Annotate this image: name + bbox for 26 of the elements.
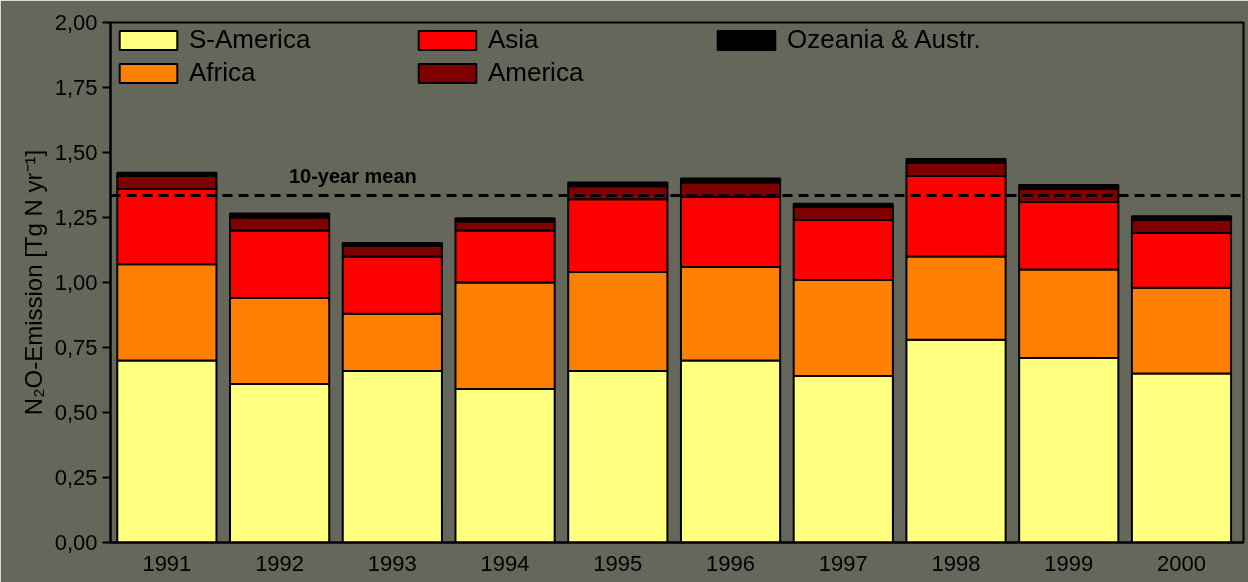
y-tick-label: 0,75 [54, 335, 98, 360]
x-tick-label: 1994 [480, 550, 530, 576]
x-tick-label: 2000 [1157, 550, 1206, 576]
y-tick-label: 0,00 [54, 530, 98, 555]
y-tick-label: 0,25 [54, 465, 98, 490]
y-tick-label: 2,00 [54, 10, 98, 35]
x-tick-label: 1991 [142, 550, 192, 576]
y-tick-label: 1,00 [54, 270, 98, 295]
y-tick-label: 1,75 [54, 75, 98, 100]
x-tick-label: 1995 [593, 550, 643, 576]
x-tick-label: 1996 [706, 550, 756, 576]
x-tick-label: 1997 [818, 550, 868, 576]
legend-label: Africa [189, 57, 257, 88]
y-axis-title: N₂O-Emission [Tg N yr⁻¹] [19, 149, 47, 416]
legend-label: S-America [189, 24, 312, 55]
legend-label: Ozeania & Austr. [787, 24, 982, 55]
y-tick-label: 1,50 [54, 140, 98, 165]
x-tick-label: 1998 [931, 550, 981, 576]
y-tick-label: 1,25 [54, 205, 98, 230]
x-tick-label: 1992 [255, 550, 305, 576]
legend-label: America [488, 57, 585, 88]
legend-label: Asia [488, 24, 540, 55]
x-tick-label: 1999 [1044, 550, 1094, 576]
ref-line-label: 10-year mean [288, 165, 417, 188]
x-tick-label: 1993 [367, 550, 417, 576]
y-tick-label: 0,50 [54, 400, 98, 425]
